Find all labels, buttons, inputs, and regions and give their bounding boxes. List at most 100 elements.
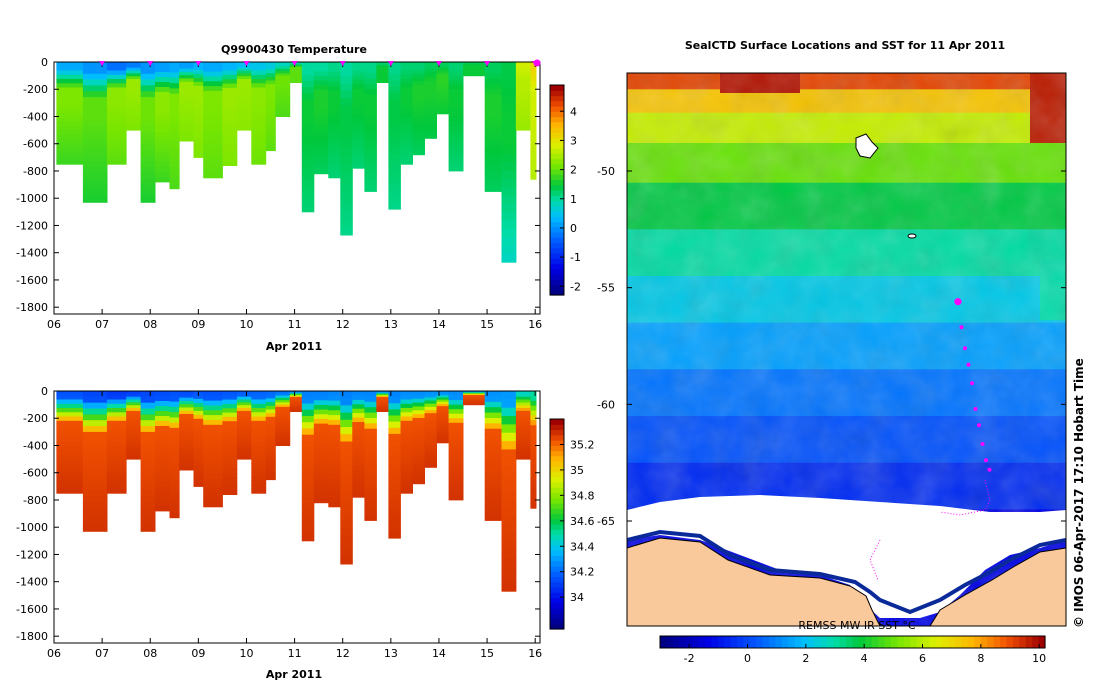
profile-cell	[515, 422, 531, 426]
profile-cell	[289, 401, 303, 403]
profile-cell	[364, 423, 377, 430]
profile-cell	[463, 62, 486, 64]
profile-cell	[463, 74, 486, 76]
profile-cell	[222, 468, 238, 474]
profile-column	[436, 391, 449, 444]
profile-cell	[436, 100, 449, 104]
profile-column	[388, 391, 401, 539]
profile-cell	[400, 134, 413, 140]
profile-cell	[364, 67, 377, 74]
profile-cell	[56, 471, 84, 477]
profile-cell	[169, 72, 180, 79]
profile-cell	[501, 499, 517, 509]
profile-cell	[376, 66, 389, 68]
profile-cell	[376, 407, 389, 409]
profile-cell	[155, 416, 170, 422]
profile-column	[412, 391, 425, 485]
profile-cell	[203, 144, 223, 150]
profile-cell	[328, 424, 341, 431]
profile-cell	[193, 470, 204, 475]
profile-cell	[275, 100, 291, 104]
profile-cell	[301, 453, 315, 461]
profile-cell	[126, 104, 142, 108]
salinity-plot-frame	[53, 390, 541, 644]
profile-cell	[424, 416, 437, 421]
salinity-y-axis: 0-200-400-600-800-1000-1200-1400-1600-18…	[16, 385, 540, 643]
profile-cell	[301, 205, 315, 213]
profile-cell	[222, 96, 238, 102]
profile-cell	[169, 141, 180, 147]
profile-column	[412, 62, 425, 156]
profile-cell	[388, 421, 401, 429]
profile-cell	[140, 513, 156, 521]
profile-cell	[179, 71, 194, 76]
profile-cell	[236, 84, 252, 88]
profile-cell	[140, 455, 156, 462]
profile-cell	[126, 90, 142, 94]
profile-cell	[515, 81, 531, 86]
profile-cell	[340, 549, 353, 558]
colorbar-tick-label: 34.4	[570, 540, 595, 553]
profile-cell	[140, 396, 156, 404]
profile-cell	[412, 131, 425, 136]
profile-cell	[155, 111, 170, 118]
profile-cell	[236, 456, 252, 460]
profile-cell	[193, 446, 204, 452]
profile-cell	[126, 444, 142, 449]
profile-cell	[301, 186, 315, 194]
sst-colorbar-swatch	[1000, 636, 1008, 648]
profile-cell	[82, 513, 108, 521]
profile-cell	[275, 64, 291, 68]
colorbar-swatch	[550, 232, 564, 238]
profile-cell	[501, 87, 517, 96]
profile-cell	[106, 100, 127, 106]
profile-cell	[515, 62, 531, 66]
profile-cell	[251, 62, 267, 67]
colorbar-swatch	[550, 534, 564, 541]
profile-cell	[301, 143, 315, 150]
profile-cell	[140, 149, 156, 156]
profile-cell	[169, 491, 180, 498]
profile-cell	[179, 394, 194, 399]
profile-cell	[222, 113, 238, 119]
profile-cell	[484, 99, 502, 106]
profile-cell	[352, 391, 365, 396]
profile-cell	[400, 399, 413, 405]
profile-cell	[352, 470, 365, 476]
profile-cell	[448, 66, 464, 72]
profile-cell	[436, 85, 449, 89]
profile-cell	[388, 532, 401, 539]
profile-cell	[236, 81, 252, 86]
profile-cell	[82, 420, 108, 427]
profile-cell	[328, 86, 341, 92]
profile-cell	[313, 103, 329, 110]
temperature-x-axis: 06 07 08 09 10 11 12 13 14 15 16	[47, 62, 542, 331]
profile-cell	[376, 410, 389, 412]
profile-cell	[265, 424, 276, 429]
profile-cell	[203, 400, 223, 406]
profile-cell	[169, 151, 180, 158]
colorbar-swatch	[550, 158, 564, 165]
profile-cell	[222, 156, 238, 162]
profile-cell	[530, 498, 537, 504]
profile-cell	[328, 444, 341, 450]
profile-cell	[265, 76, 276, 81]
profile-cell	[106, 420, 127, 426]
colorbar-swatch	[550, 100, 564, 107]
map-title: SealCTD Surface Locations and SST for 11…	[685, 39, 1005, 52]
profile-cell	[155, 431, 170, 437]
profile-cell	[376, 74, 389, 77]
profile-cell	[400, 138, 413, 144]
profile-cell	[400, 151, 413, 157]
profile-cell	[222, 464, 238, 470]
profile-column	[82, 62, 108, 203]
profile-cell	[400, 108, 413, 114]
profile-cell	[364, 498, 377, 505]
profile-cell	[106, 96, 127, 101]
profile-cell	[126, 81, 142, 86]
profile-cell	[530, 439, 537, 446]
sst-colorbar-swatch	[769, 636, 777, 648]
profile-column	[179, 62, 194, 142]
y-tick-label: -1400	[16, 247, 48, 260]
profile-cell	[301, 62, 315, 69]
